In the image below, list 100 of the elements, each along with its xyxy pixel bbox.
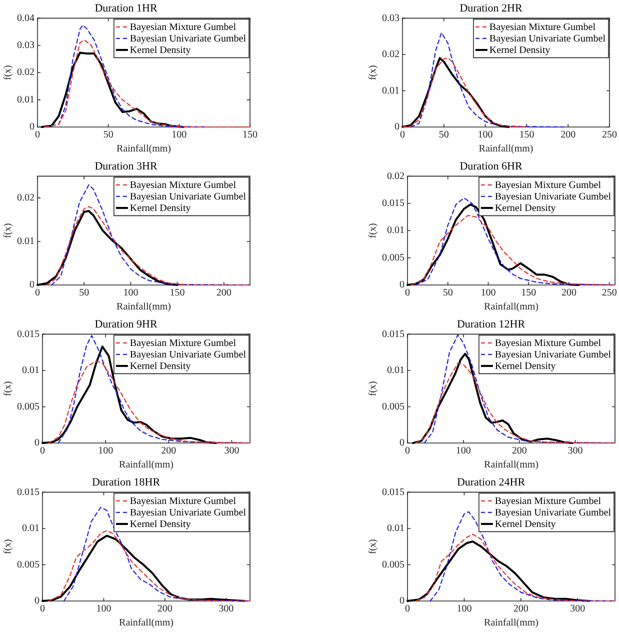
x-tick-label: 200 (560, 130, 576, 141)
legend-label: Bayesian Univariate Gumbel (130, 508, 246, 519)
y-tick-label: 0 (34, 438, 40, 449)
legend-label: Bayesian Univariate Gumbel (130, 34, 246, 45)
x-tick-label: 150 (242, 130, 258, 141)
x-axis-title: Rainfall(mm) (484, 302, 538, 313)
y-tick-label: 0 (400, 438, 404, 449)
x-tick-label: 100 (480, 288, 496, 299)
chart-title: Duration 3HR (94, 160, 158, 172)
line-series (410, 214, 616, 286)
x-tick-label: 200 (216, 288, 232, 299)
y-tick-label: 0.01 (387, 225, 404, 236)
legend-label: Bayesian Mixture Gumbel (494, 338, 602, 350)
legend-label: Bayesian Univariate Gumbel (130, 350, 246, 361)
x-tick-label: 200 (157, 604, 172, 615)
line-series (48, 360, 251, 444)
y-tick-label: 0 (400, 596, 404, 607)
y-tick-label: 0.01 (22, 523, 40, 534)
y-axis-title: f(x) (2, 381, 14, 396)
y-axis-title: f(x) (368, 65, 379, 80)
y-tick-label: 0.015 (382, 486, 404, 498)
x-tick-label: 250 (602, 130, 617, 141)
x-tick-label: 300 (224, 446, 240, 457)
y-axis-title: f(x) (2, 65, 14, 80)
legend-label: Kernel Density (494, 203, 556, 214)
x-axis-title: Rainfall(mm) (119, 618, 174, 629)
x-tick-label: 100 (478, 130, 493, 141)
legend-label: Kernel Density (130, 361, 191, 372)
chart-title: Duration 24HR (456, 476, 526, 488)
x-tick-label: 200 (561, 288, 576, 299)
x-tick-label: 50 (79, 288, 90, 299)
x-tick-label: 100 (96, 604, 112, 615)
line-series (415, 534, 616, 602)
chart-title: Duration 1HR (94, 2, 158, 14)
legend-label: Bayesian Mixture Gumbel (489, 22, 596, 34)
y-tick-label: 0.01 (382, 85, 400, 96)
y-tick-label: 0.015 (382, 198, 404, 210)
x-axis-title: Rainfall(mm) (484, 460, 538, 471)
x-tick-label: 50 (438, 130, 449, 141)
y-tick-label: 0.04 (17, 12, 34, 24)
legend-label: Kernel Density (489, 45, 550, 56)
x-tick-label: 100 (123, 288, 138, 299)
line-series (415, 362, 616, 444)
legend-label: Bayesian Mixture Gumbel (494, 496, 602, 508)
y-tick-label: 0.005 (382, 559, 404, 570)
chart-title: Duration 9HR (94, 318, 158, 330)
y-axis-title: f(x) (2, 223, 14, 238)
y-tick-label: 0.005 (17, 401, 40, 412)
x-tick-label: 300 (568, 446, 583, 457)
y-tick-label: 0.015 (382, 328, 404, 340)
legend-label: Bayesian Univariate Gumbel (494, 350, 612, 361)
y-axis-title: f(x) (368, 223, 379, 238)
line-series (63, 506, 251, 602)
chart-title: Duration 6HR (460, 160, 523, 172)
chart-title: Duration 12HR (456, 318, 526, 330)
x-tick-label: 150 (521, 288, 536, 299)
chart-title: Duration 18HR (92, 476, 161, 488)
legend-label: Bayesian Mixture Gumbel (130, 338, 236, 350)
x-tick-label: 200 (513, 604, 528, 615)
y-tick-label: 0 (394, 122, 400, 133)
y-tick-label: 0.01 (387, 365, 404, 376)
x-tick-label: 300 (218, 604, 234, 615)
x-tick-label: 200 (161, 446, 176, 457)
y-tick-label: 0.02 (382, 49, 400, 60)
y-tick-label: 0 (34, 596, 40, 607)
x-tick-label: 100 (456, 446, 471, 457)
y-tick-label: 0.02 (17, 67, 34, 78)
chart-title: Duration 2HR (460, 2, 523, 14)
legend-label: Kernel Density (494, 361, 556, 372)
x-axis-title: Rainfall(mm) (484, 618, 538, 629)
legend-label: Bayesian Mixture Gumbel (130, 22, 236, 34)
y-axis-title: f(x) (368, 381, 379, 396)
legend-label: Bayesian Mixture Gumbel (130, 180, 236, 192)
y-tick-label: 0 (30, 280, 34, 291)
y-tick-label: 0.03 (17, 40, 34, 52)
x-tick-label: 250 (602, 288, 617, 299)
x-axis-title: Rainfall(mm) (116, 302, 171, 313)
legend-label: Kernel Density (130, 203, 191, 214)
y-tick-label: 0.02 (387, 170, 404, 182)
y-tick-label: 0.01 (17, 94, 34, 106)
y-tick-label: 0.005 (382, 252, 404, 264)
y-tick-label: 0.01 (17, 236, 34, 248)
x-tick-label: 100 (98, 446, 114, 457)
y-tick-label: 0.005 (17, 559, 40, 570)
y-tick-label: 0.02 (17, 192, 34, 204)
legend-label: Bayesian Mixture Gumbel (494, 180, 602, 192)
y-axis-title: f(x) (368, 539, 379, 554)
y-tick-label: 0.005 (382, 401, 404, 412)
x-tick-label: 100 (172, 130, 187, 141)
y-tick-label: 0 (400, 280, 404, 291)
legend-label: Bayesian Univariate Gumbel (130, 192, 246, 203)
x-axis-title: Rainfall(mm) (116, 144, 171, 155)
x-axis-title: Rainfall(mm) (119, 460, 174, 471)
x-axis-title: Rainfall(mm) (478, 144, 534, 155)
legend-label: Bayesian Univariate Gumbel (494, 192, 612, 203)
x-tick-label: 100 (456, 604, 472, 615)
legend-label: Kernel Density (130, 45, 191, 56)
legend-label: Kernel Density (494, 519, 556, 530)
legend-label: Bayesian Univariate Gumbel (494, 508, 612, 519)
x-tick-label: 150 (170, 288, 185, 299)
